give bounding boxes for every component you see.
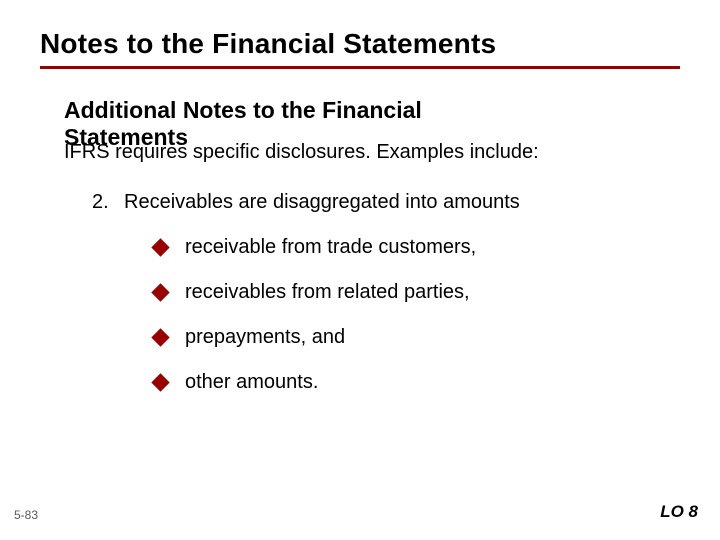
- list-item: receivables from related parties,: [154, 281, 668, 304]
- bullet-text: other amounts.: [185, 371, 318, 394]
- diamond-icon: [151, 329, 169, 347]
- content-area: Additional Notes to the Financial Statem…: [40, 97, 680, 394]
- numbered-index: 2.: [92, 191, 114, 214]
- slide-number: 5-83: [14, 508, 38, 522]
- numbered-item: 2. Receivables are disaggregated into am…: [92, 191, 668, 214]
- page-title: Notes to the Financial Statements: [40, 28, 680, 60]
- subheading-line-1: Additional Notes to the Financial: [64, 97, 422, 123]
- list-item: receivable from trade customers,: [154, 236, 668, 259]
- numbered-list: 2. Receivables are disaggregated into am…: [64, 191, 668, 394]
- diamond-icon: [151, 239, 169, 257]
- numbered-text: Receivables are disaggregated into amoun…: [124, 191, 520, 214]
- bullet-list: receivable from trade customers, receiva…: [92, 236, 668, 394]
- bullet-text: prepayments, and: [185, 326, 345, 349]
- list-item: other amounts.: [154, 371, 668, 394]
- diamond-icon: [151, 374, 169, 392]
- bullet-text: receivable from trade customers,: [185, 236, 476, 259]
- diamond-icon: [151, 284, 169, 302]
- body-text: IFRS requires specific disclosures. Exam…: [64, 140, 668, 165]
- bullet-text: receivables from related parties,: [185, 281, 470, 304]
- horizontal-rule: [40, 66, 680, 69]
- list-item: prepayments, and: [154, 326, 668, 349]
- slide: Notes to the Financial Statements Additi…: [0, 0, 720, 540]
- learning-objective: LO 8: [660, 502, 698, 522]
